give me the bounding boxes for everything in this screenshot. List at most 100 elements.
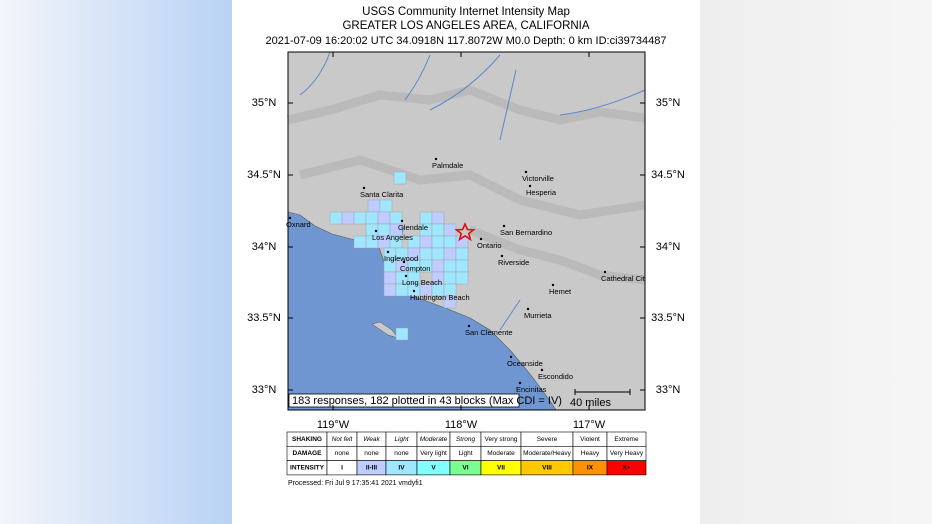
map-title: USGS Community Internet Intensity Map	[362, 6, 570, 18]
place-label: San Bernardino	[500, 228, 552, 237]
cdi-block	[353, 235, 367, 249]
cdi-blocks	[329, 171, 469, 341]
legend-label: V	[431, 464, 436, 471]
lat-label: 35°N	[656, 97, 681, 109]
place-label: Santa Clarita	[360, 190, 404, 199]
place-dot	[528, 184, 532, 188]
place-dot	[386, 250, 390, 254]
map-region: GREATER LOS ANGELES AREA, CALIFORNIA	[342, 20, 589, 32]
axes: 35°N 35°N 34.5°N 34.5°N 34°N 34°N 33.5°N 33.5°N…	[247, 52, 685, 431]
island	[371, 321, 399, 339]
legend-label: INTENSITY	[290, 464, 325, 471]
place-dot	[540, 368, 544, 372]
legend-label: VII	[497, 464, 505, 471]
place-dot	[509, 355, 513, 359]
cdi-block	[383, 283, 397, 297]
cdi-block	[443, 271, 457, 285]
cdi-block	[443, 223, 457, 237]
place-dot	[374, 229, 378, 233]
cdi-block	[379, 199, 393, 213]
cdi-block	[419, 247, 433, 261]
place-dot	[479, 237, 483, 241]
cdi-block	[377, 211, 391, 225]
map-frame	[287, 51, 646, 411]
legend: SHAKING Not felt Weak Light Moderate Strong Ve…	[286, 431, 647, 476]
place-label: Los Angeles	[372, 233, 413, 242]
cdi-block	[443, 259, 457, 273]
places: Palmdale Victorville Hesperia Santa Clarita…	[286, 157, 646, 394]
place-label: Compton	[400, 264, 430, 273]
lat-label: 33.5°N	[247, 312, 281, 324]
place-label: Murrieta	[524, 311, 552, 320]
event-info: 2021-07-09 16:20:02 UTC 34.0918N 117.807…	[266, 35, 667, 47]
place-label: Oceanside	[507, 359, 543, 368]
place-label: Cathedral Cit	[601, 274, 646, 283]
cdi-block	[455, 271, 469, 285]
cdi-block	[431, 247, 445, 261]
legend-label: VI	[462, 464, 468, 471]
cdi-block	[443, 235, 457, 249]
cdi-block	[383, 271, 397, 285]
legend-label: DAMAGE	[293, 450, 323, 457]
legend-label: Light	[394, 436, 409, 443]
lon-label: 118°W	[445, 419, 478, 431]
legend-label: Very Heavy	[610, 450, 644, 457]
cdi-block	[455, 259, 469, 273]
cdi-block	[443, 247, 457, 261]
place-dot	[288, 216, 292, 220]
scale-bar	[574, 389, 631, 395]
place-label: Long Beach	[402, 278, 442, 287]
place-dot	[402, 260, 406, 264]
place-label: Ontario	[477, 241, 502, 250]
legend-label: IX	[587, 464, 594, 471]
legend-label: Moderate/Heavy	[523, 450, 571, 457]
legend-label: none	[364, 450, 379, 457]
lat-label: 35°N	[252, 97, 277, 109]
legend-label: II-III	[366, 464, 377, 471]
legend-label: SHAKING	[292, 436, 322, 443]
lat-label: 34.5°N	[247, 169, 281, 181]
lat-label: 34.5°N	[651, 169, 685, 181]
footer: Processed: Fri Jul 9 17:35:41 2021 vmdyf…	[288, 480, 423, 487]
place-label: Oxnard	[286, 220, 311, 229]
legend-label: Not felt	[332, 436, 354, 443]
lon-label: 117°W	[573, 419, 606, 431]
lat-label: 34°N	[656, 241, 681, 253]
place-dot	[400, 219, 404, 223]
place-label: Riverside	[498, 258, 529, 267]
legend-label: none	[335, 450, 350, 457]
place-dot	[404, 274, 408, 278]
legend-label: I	[341, 464, 343, 471]
legend-label: IV	[398, 464, 405, 471]
lat-label: 33°N	[656, 384, 681, 396]
legend-label: Strong	[456, 436, 476, 443]
place-label: Hesperia	[526, 188, 557, 197]
cdi-block	[329, 211, 343, 225]
legend-label: X+	[622, 464, 630, 471]
legend-label: none	[394, 450, 409, 457]
lat-label: 34°N	[252, 241, 277, 253]
cdi-block	[431, 259, 445, 273]
cdi-block	[431, 235, 445, 249]
lat-label: 33°N	[252, 384, 277, 396]
place-dot	[412, 289, 416, 293]
legend-label: VIII	[542, 464, 552, 471]
cdi-block	[367, 199, 381, 213]
legend-cell	[606, 460, 647, 476]
cdi-block	[365, 211, 379, 225]
legend-label: Light	[458, 450, 472, 457]
place-dot	[551, 283, 555, 287]
backdrop-left	[0, 0, 232, 524]
place-dot	[467, 324, 471, 328]
place-label: Inglewood	[384, 254, 418, 263]
cdi-block	[443, 295, 457, 309]
place-dot	[502, 224, 506, 228]
legend-label: Weak	[363, 436, 380, 443]
map: Palmdale Victorville Hesperia Santa Clarita…	[286, 51, 646, 411]
lon-label: 119°W	[317, 419, 350, 431]
cdi-block	[395, 327, 409, 341]
place-label: Escondido	[538, 372, 573, 381]
ocean	[287, 211, 557, 411]
place-dot	[434, 157, 438, 161]
